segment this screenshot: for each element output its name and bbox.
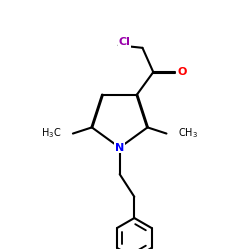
Text: H$_3$C: H$_3$C (40, 127, 61, 140)
Text: O: O (178, 67, 187, 77)
Text: CH$_3$: CH$_3$ (178, 127, 199, 140)
Text: Cl: Cl (119, 37, 130, 47)
Text: N: N (115, 142, 124, 152)
